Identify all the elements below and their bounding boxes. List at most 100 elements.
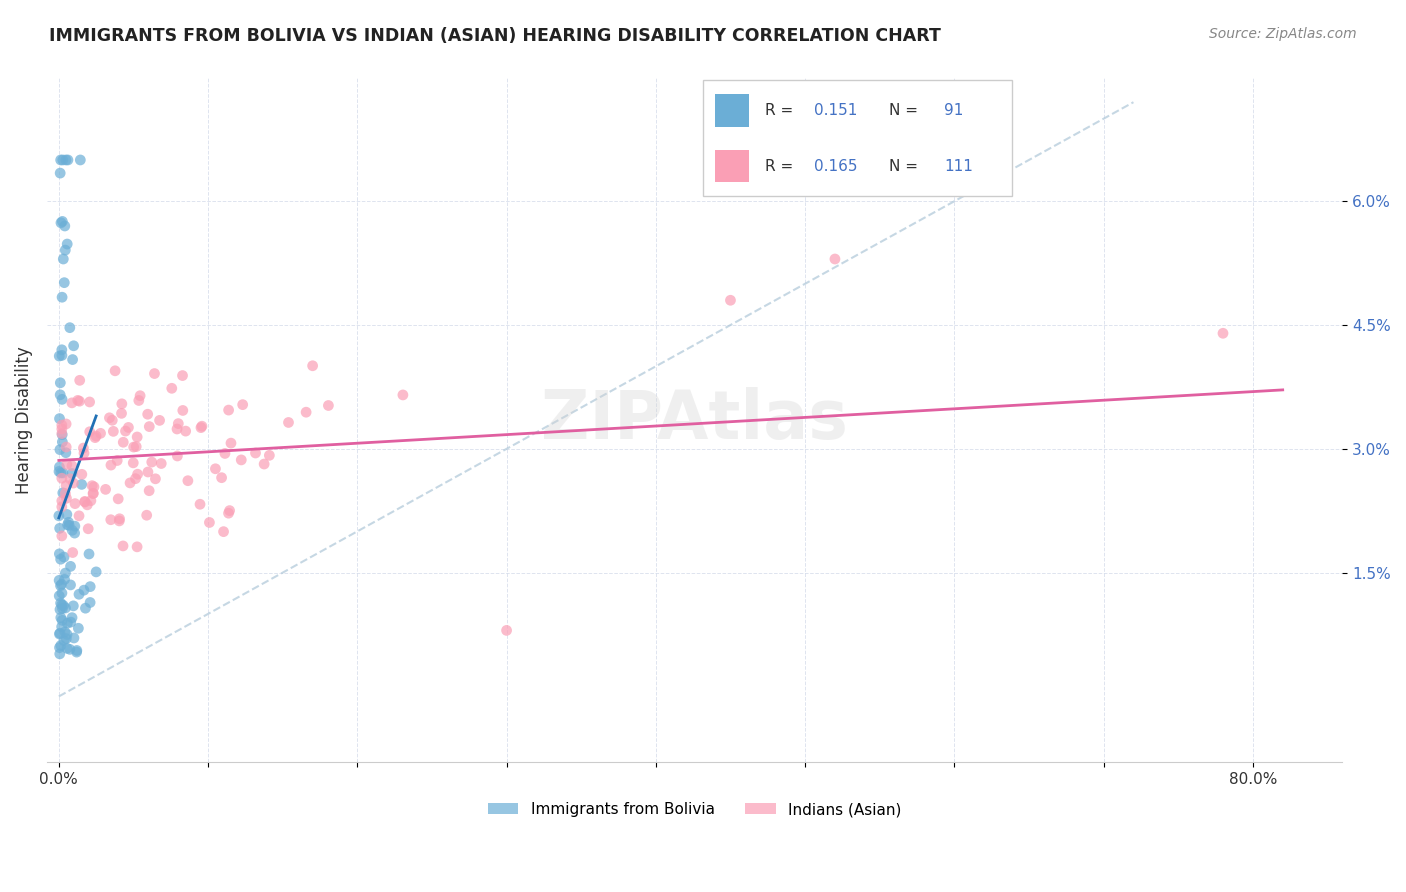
Point [77,547,100,561]
Point [52,486,75,500]
Point [318,399,340,413]
Point [105,453,128,467]
Text: N =: N = [889,103,922,118]
Point [59,559,82,574]
Point [125,440,148,454]
Point [166,449,188,463]
Point [49,639,72,653]
Point [77,522,100,536]
Point [48,349,70,363]
Point [49,466,72,480]
Point [55,478,77,492]
Point [84,565,107,579]
Point [55,153,77,167]
Point [56,458,79,472]
Point [51,529,73,543]
Point [75,601,97,615]
Point [177,474,200,488]
Point [720,293,742,308]
Point [51,471,73,485]
Point [111,397,134,411]
Point [111,539,134,553]
Point [51,577,73,591]
Point [58,516,80,530]
Text: IMMIGRANTS FROM BOLIVIA VS INDIAN (ASIAN) HEARING DISABILITY CORRELATION CHART: IMMIGRANTS FROM BOLIVIA VS INDIAN (ASIAN… [49,27,941,45]
Text: R =: R = [765,159,799,174]
Text: N =: N = [889,159,922,174]
Point [76,498,98,512]
Point [55,417,77,431]
Point [214,446,236,460]
Legend: Immigrants from Bolivia, Indians (Asian): Immigrants from Bolivia, Indians (Asian) [482,796,907,823]
Point [198,516,221,530]
Point [51,343,73,357]
Point [53,573,76,587]
Point [48,640,70,655]
Point [49,596,72,610]
Point [62,352,84,367]
Point [51,392,73,407]
Point [55,601,77,615]
Point [148,413,170,427]
Point [51,494,73,508]
Point [218,403,240,417]
Point [53,243,76,257]
Point [138,419,160,434]
Point [52,153,75,167]
Point [63,526,86,541]
Point [253,457,276,471]
Point [127,430,149,444]
Point [70,477,93,491]
Point [94,483,117,497]
Bar [716,150,749,182]
Text: ZIPAtlas: ZIPAtlas [541,387,848,453]
Point [49,579,72,593]
Point [218,503,240,517]
Point [69,373,91,387]
Point [52,466,75,480]
Point [127,467,149,482]
Point [122,456,145,470]
Point [56,616,79,631]
Point [98,410,121,425]
Point [58,518,80,533]
Point [51,422,73,436]
Point [55,486,77,500]
Text: 111: 111 [945,159,973,174]
Point [66,645,89,659]
Point [73,495,96,509]
Point [51,427,73,442]
Point [108,514,131,528]
Point [60,467,83,481]
Point [66,643,89,657]
Point [52,252,75,266]
Point [84,431,107,445]
Point [160,381,183,395]
Point [56,153,79,167]
Point [392,388,415,402]
Point [219,436,242,450]
Point [150,457,173,471]
Point [80,493,103,508]
Point [172,368,194,383]
Point [51,418,73,433]
Point [51,348,73,362]
Point [53,276,76,290]
Point [166,422,188,436]
Point [73,494,96,508]
Point [49,442,72,457]
Point [141,455,163,469]
Point [70,467,93,482]
Text: R =: R = [765,103,799,118]
Point [232,398,254,412]
Point [124,472,146,486]
Point [100,458,122,472]
Point [53,549,76,564]
Point [174,424,197,438]
Point [63,631,86,645]
Point [56,627,79,641]
Point [51,214,73,228]
Point [231,453,253,467]
Point [167,417,190,431]
Point [59,320,82,334]
